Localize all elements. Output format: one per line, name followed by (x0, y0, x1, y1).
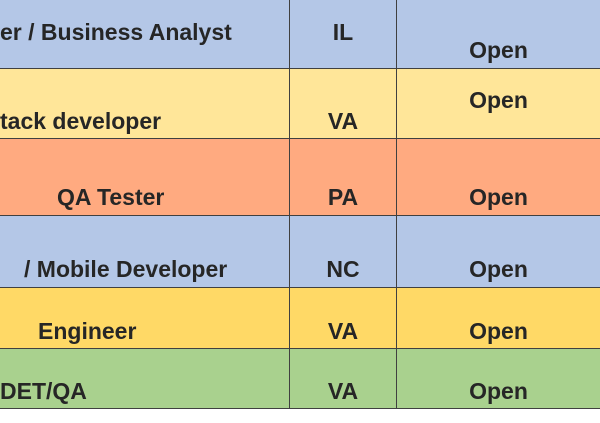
role-text: / Mobile Developer (24, 256, 228, 282)
table-cell: / Mobile Developer (0, 216, 290, 287)
role-text: er / Business Analyst (0, 19, 232, 45)
role-text: tack developer (0, 108, 162, 134)
table-row: DET/QA VA Open (0, 349, 600, 409)
table-cell: VA (290, 349, 397, 408)
table-cell: tack developer (0, 69, 290, 138)
status-text: Open (469, 184, 528, 210)
table-cell: QA Tester (0, 139, 290, 215)
table-cell: er / Business Analyst (0, 0, 290, 68)
table-cell: Engineer (0, 288, 290, 348)
status-text: Open (469, 37, 528, 63)
state-text: VA (327, 108, 359, 134)
status-text: Open (469, 378, 528, 404)
table-row: tack developer VA Open (0, 69, 600, 139)
role-text: QA Tester (57, 184, 165, 210)
state-text: VA (327, 378, 359, 404)
table-cell: IL (290, 0, 397, 68)
table-cell: NC (290, 216, 397, 287)
table-row: QA Tester PA Open (0, 139, 600, 216)
table-row: / Mobile Developer NC Open (0, 216, 600, 288)
role-text: DET/QA (0, 378, 87, 404)
table-cell: Open (397, 139, 600, 215)
table-cell: VA (290, 69, 397, 138)
table-row: Engineer VA Open (0, 288, 600, 349)
status-text: Open (469, 256, 528, 282)
table-cell: Open (397, 288, 600, 348)
table-cell: DET/QA (0, 349, 290, 408)
state-text: PA (327, 184, 359, 210)
state-text: NC (326, 256, 360, 282)
state-text: IL (332, 19, 354, 45)
status-text: Open (469, 318, 528, 344)
table-cell: PA (290, 139, 397, 215)
table-row: er / Business Analyst IL Open (0, 0, 600, 69)
table-cell: Open (397, 69, 600, 138)
role-text: Engineer (38, 318, 137, 344)
status-text: Open (469, 87, 528, 113)
state-text: VA (327, 318, 359, 344)
table-cell: Open (397, 216, 600, 287)
table-cell: Open (397, 0, 600, 68)
table-cell: VA (290, 288, 397, 348)
table-cell: Open (397, 349, 600, 408)
